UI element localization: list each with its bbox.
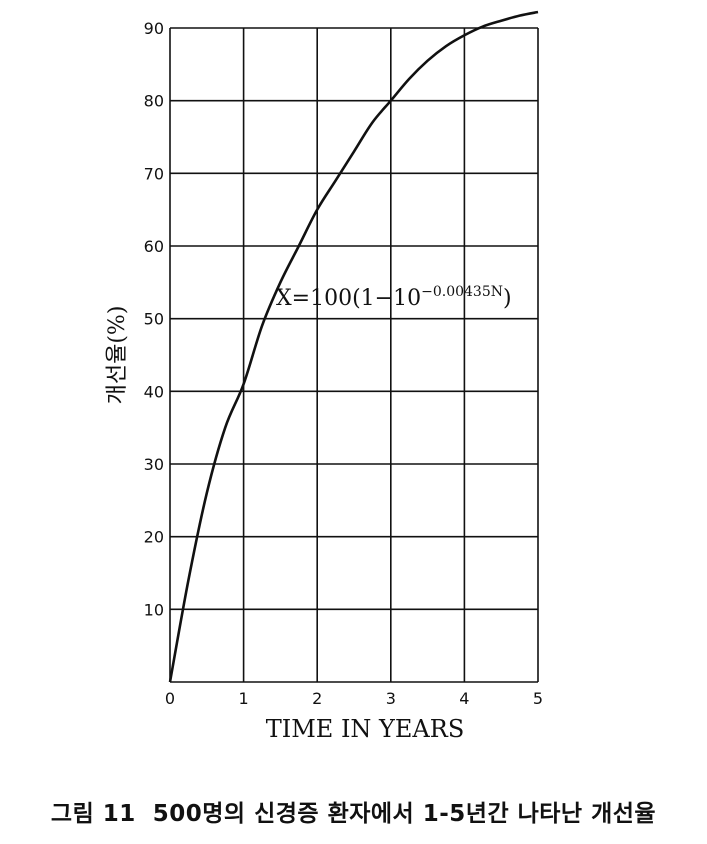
- x-tick-label: 5: [533, 689, 543, 708]
- y-tick-label: 30: [144, 455, 164, 474]
- y-axis-label: 개선율(%): [105, 306, 130, 405]
- y-tick-label: 40: [144, 382, 164, 401]
- y-tick-label: 10: [144, 600, 164, 619]
- formula-close: ): [503, 286, 512, 311]
- x-tick-label: 4: [459, 689, 469, 708]
- y-tick-label: 70: [144, 164, 164, 183]
- x-axis-label: TIME IN YEARS: [266, 715, 465, 743]
- y-tick-label: 60: [144, 237, 164, 256]
- chart: 10 20 30 40 50 60 70 80 90 0 1 2 3 4 5 개선율(%) TIME IN…: [105, 10, 543, 743]
- formula-annotation: X=100(1−10−0.00435N): [276, 284, 512, 311]
- grid: [169, 27, 539, 683]
- x-tick-labels: 0 1 2 3 4 5: [165, 689, 543, 708]
- x-tick-label: 3: [386, 689, 396, 708]
- y-tick-label: 50: [144, 310, 164, 329]
- figure-caption: 그림 11 500명의 신경증 환자에서 1-5년간 나타난 개선율: [50, 801, 657, 827]
- x-tick-label: 2: [312, 689, 322, 708]
- y-tick-label: 20: [144, 528, 164, 547]
- y-tick-label: 80: [144, 92, 164, 111]
- x-tick-label: 0: [165, 689, 175, 708]
- y-tick-label: 90: [144, 19, 164, 38]
- y-tick-labels: 10 20 30 40 50 60 70 80 90: [144, 19, 164, 619]
- x-tick-label: 1: [239, 689, 249, 708]
- data-line: [168, 10, 539, 683]
- formula-exponent: −0.00435N: [421, 284, 503, 300]
- formula-base: X=100(1−10: [276, 286, 421, 311]
